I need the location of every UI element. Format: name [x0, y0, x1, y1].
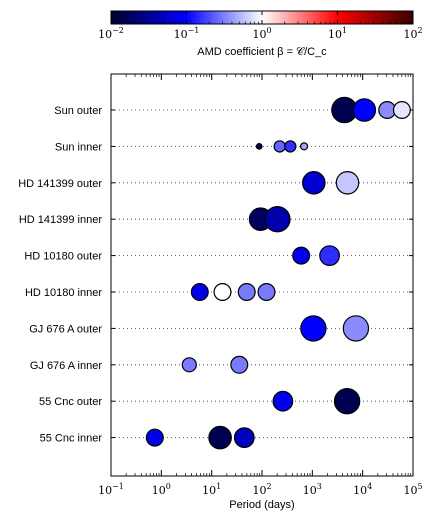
planet-point — [190, 283, 209, 302]
planet-point — [342, 315, 370, 342]
row-label: 55 Cnc inner — [40, 433, 103, 445]
planet-point — [230, 355, 249, 374]
x-tick-label: 103 — [303, 482, 322, 497]
colorbar-label: AMD coefficient β = 𝒞/C_c — [197, 46, 327, 58]
planet-point — [264, 205, 291, 233]
planet-point — [335, 171, 360, 195]
x-axis-label: Period (days) — [229, 499, 294, 511]
colorbar-ticks: 10−2 10−1 100 101 102 — [98, 11, 423, 41]
row-label: Sun inner — [55, 141, 102, 153]
colorbar-tick-label: 100 — [252, 26, 271, 41]
row-label: 55 Cnc outer — [39, 396, 102, 408]
planet-point — [273, 140, 286, 153]
planet-point — [300, 142, 309, 151]
planet-point — [272, 390, 294, 412]
row-label: HD 10180 inner — [25, 287, 102, 299]
planet-point — [145, 428, 164, 447]
planet-point — [333, 388, 361, 415]
system-rows: Sun outer Sun inner HD 141399 outer HD 1413… — [18, 105, 413, 445]
colorbar-tick-label: 102 — [403, 26, 422, 41]
planet-point — [181, 357, 197, 373]
planet-point — [301, 171, 326, 195]
planet-point — [213, 283, 232, 302]
plot-frame — [110, 73, 414, 477]
x-axis-ticks: 10−1 100 101 102 103 104 105 — [98, 74, 423, 497]
x-tick-label: 100 — [152, 482, 171, 497]
row-label: Sun outer — [54, 105, 102, 117]
row-label: HD 141399 outer — [18, 178, 102, 190]
colorbar-tick-label: 10−1 — [174, 26, 200, 41]
x-tick-label: 101 — [202, 482, 221, 497]
planet-point — [352, 98, 377, 122]
planet-point — [284, 140, 297, 153]
x-tick-label: 10−1 — [98, 482, 124, 497]
row-label: GJ 676 A inner — [30, 360, 102, 372]
colorbar-tick-label: 10−2 — [98, 26, 124, 41]
row-label: HD 141399 inner — [19, 214, 103, 226]
row-label: HD 10180 outer — [24, 251, 102, 263]
planet-point — [208, 425, 232, 450]
row-label: GJ 676 A outer — [29, 323, 102, 335]
planet-point — [233, 427, 255, 449]
planet-points — [145, 96, 411, 450]
x-tick-label: 104 — [353, 482, 372, 497]
planet-point — [257, 283, 276, 302]
colorbar-tick-label: 101 — [328, 26, 347, 41]
x-tick-label: 102 — [252, 482, 271, 497]
planet-point — [255, 142, 263, 150]
planet-point — [237, 283, 256, 302]
planet-point — [319, 245, 341, 267]
planet-point — [300, 315, 327, 342]
planet-point — [392, 100, 411, 119]
planet-point — [292, 246, 311, 265]
x-tick-label: 105 — [403, 482, 422, 497]
